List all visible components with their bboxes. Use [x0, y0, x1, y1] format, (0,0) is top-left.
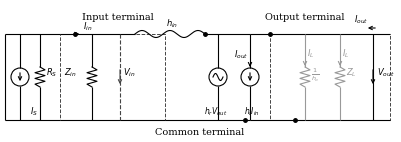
Text: $h_f I_{in}$: $h_f I_{in}$ [244, 106, 260, 118]
Text: $I_{out}$: $I_{out}$ [234, 49, 248, 61]
Text: $V_{out}$: $V_{out}$ [377, 67, 395, 79]
Text: $h_{in}$: $h_{in}$ [166, 17, 178, 30]
Text: Common terminal: Common terminal [155, 128, 245, 137]
Text: $V_{in}$: $V_{in}$ [123, 67, 136, 79]
Text: $I_{out}$: $I_{out}$ [354, 13, 368, 26]
Text: $Z_L$: $Z_L$ [346, 67, 357, 79]
Text: Output terminal: Output terminal [265, 13, 345, 22]
Text: $Z_{in}$: $Z_{in}$ [64, 67, 77, 79]
Text: $h_r V_{out}$: $h_r V_{out}$ [204, 106, 228, 118]
Text: $I_S$: $I_S$ [30, 106, 38, 118]
Text: Input terminal: Input terminal [82, 13, 154, 22]
Text: $I_L$: $I_L$ [342, 48, 349, 60]
Text: $I_{in}$: $I_{in}$ [83, 20, 92, 33]
Text: $R_S$: $R_S$ [46, 67, 57, 79]
Text: $I_L$: $I_L$ [307, 48, 314, 60]
Text: $\frac{1}{h_o}$: $\frac{1}{h_o}$ [311, 66, 320, 84]
